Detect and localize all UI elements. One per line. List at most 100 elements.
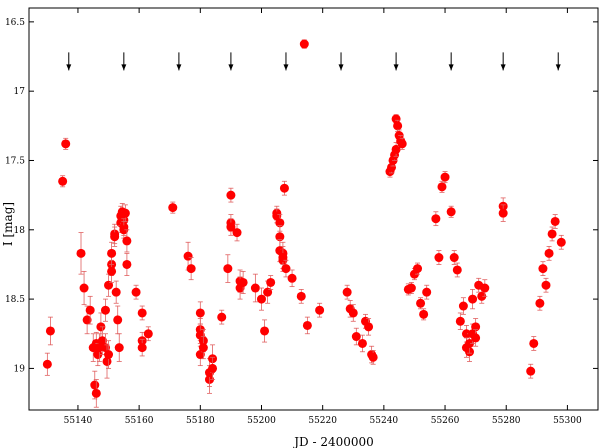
arrow-marker (338, 52, 344, 71)
data-marker (279, 183, 289, 193)
data-marker (102, 356, 112, 366)
data-marker (437, 182, 447, 192)
data-point (226, 218, 236, 236)
data-point (526, 363, 536, 379)
data-marker (76, 248, 86, 258)
data-marker (208, 363, 218, 373)
data-marker (556, 237, 566, 247)
data-point (250, 273, 260, 303)
data-marker (348, 308, 358, 318)
data-marker (434, 253, 444, 263)
data-marker (110, 232, 120, 242)
data-point (217, 309, 227, 325)
data-marker (114, 343, 124, 353)
arrow-marker (66, 52, 72, 71)
data-point (226, 187, 236, 203)
data-marker (452, 265, 462, 275)
data-marker (104, 280, 114, 290)
data-marker (535, 298, 545, 308)
data-marker (413, 264, 423, 274)
data-point (281, 259, 291, 278)
data-point (498, 204, 508, 222)
data-point (45, 316, 55, 346)
data-point (137, 338, 147, 357)
data-point (471, 329, 481, 347)
arrow-head (228, 64, 234, 71)
x-tick-label: 55300 (553, 416, 582, 426)
data-marker (272, 211, 282, 221)
data-point (104, 273, 114, 297)
data-marker (232, 228, 242, 238)
data-marker (357, 338, 367, 348)
data-marker (544, 248, 554, 258)
plot-frame (28, 7, 599, 411)
data-point (468, 288, 478, 310)
data-marker (364, 322, 374, 332)
data-point (556, 234, 566, 250)
data-point (198, 336, 208, 360)
data-marker (85, 305, 95, 315)
data-point (208, 356, 218, 380)
data-marker (275, 232, 285, 242)
data-marker (91, 388, 101, 398)
x-axis-title: JD - 2400000 (292, 435, 374, 448)
y-tick-label: 19 (14, 364, 26, 374)
data-marker (198, 343, 208, 353)
data-marker (93, 350, 103, 360)
data-point (422, 284, 432, 300)
data-marker (250, 283, 260, 293)
data-point (357, 334, 367, 353)
arrow-markers (66, 52, 561, 71)
data-marker (122, 259, 132, 269)
x-tick-label: 55200 (247, 416, 276, 426)
data-point (111, 280, 121, 304)
data-point (91, 379, 101, 408)
data-point (186, 257, 196, 281)
data-point (100, 298, 110, 322)
data-series (42, 39, 566, 408)
x-tick-label: 55140 (64, 416, 93, 426)
data-marker (477, 291, 487, 301)
data-point (368, 349, 378, 365)
data-marker (263, 287, 273, 297)
data-marker (397, 139, 407, 149)
data-point (458, 297, 468, 315)
y-tick-label: 17 (14, 87, 26, 97)
data-marker (465, 338, 475, 348)
data-point (260, 319, 270, 343)
data-point (406, 282, 416, 294)
data-point (131, 284, 141, 300)
data-point (455, 312, 465, 331)
data-marker (226, 222, 236, 232)
data-point (223, 254, 233, 283)
data-marker (446, 207, 456, 217)
data-point (76, 232, 86, 275)
data-marker (550, 216, 560, 226)
y-tick-label: 16.5 (5, 18, 25, 28)
arrow-marker (283, 52, 289, 71)
data-marker (137, 343, 147, 353)
data-marker (120, 208, 130, 218)
data-marker (168, 203, 178, 213)
data-marker (107, 248, 117, 258)
data-point (114, 333, 124, 362)
data-marker (238, 277, 248, 287)
data-point (437, 180, 447, 193)
data-point (266, 275, 276, 290)
data-point (419, 308, 429, 321)
data-marker (547, 229, 557, 239)
data-marker (131, 287, 141, 297)
data-point (431, 211, 441, 227)
data-marker (195, 350, 205, 360)
data-marker (226, 190, 236, 200)
data-marker (82, 315, 92, 325)
data-point (416, 297, 426, 310)
data-point (107, 241, 117, 265)
data-point (535, 295, 545, 311)
data-marker (299, 39, 309, 49)
arrow-head (448, 64, 454, 71)
data-point (79, 270, 89, 306)
data-marker (61, 139, 71, 149)
data-marker (256, 294, 266, 304)
